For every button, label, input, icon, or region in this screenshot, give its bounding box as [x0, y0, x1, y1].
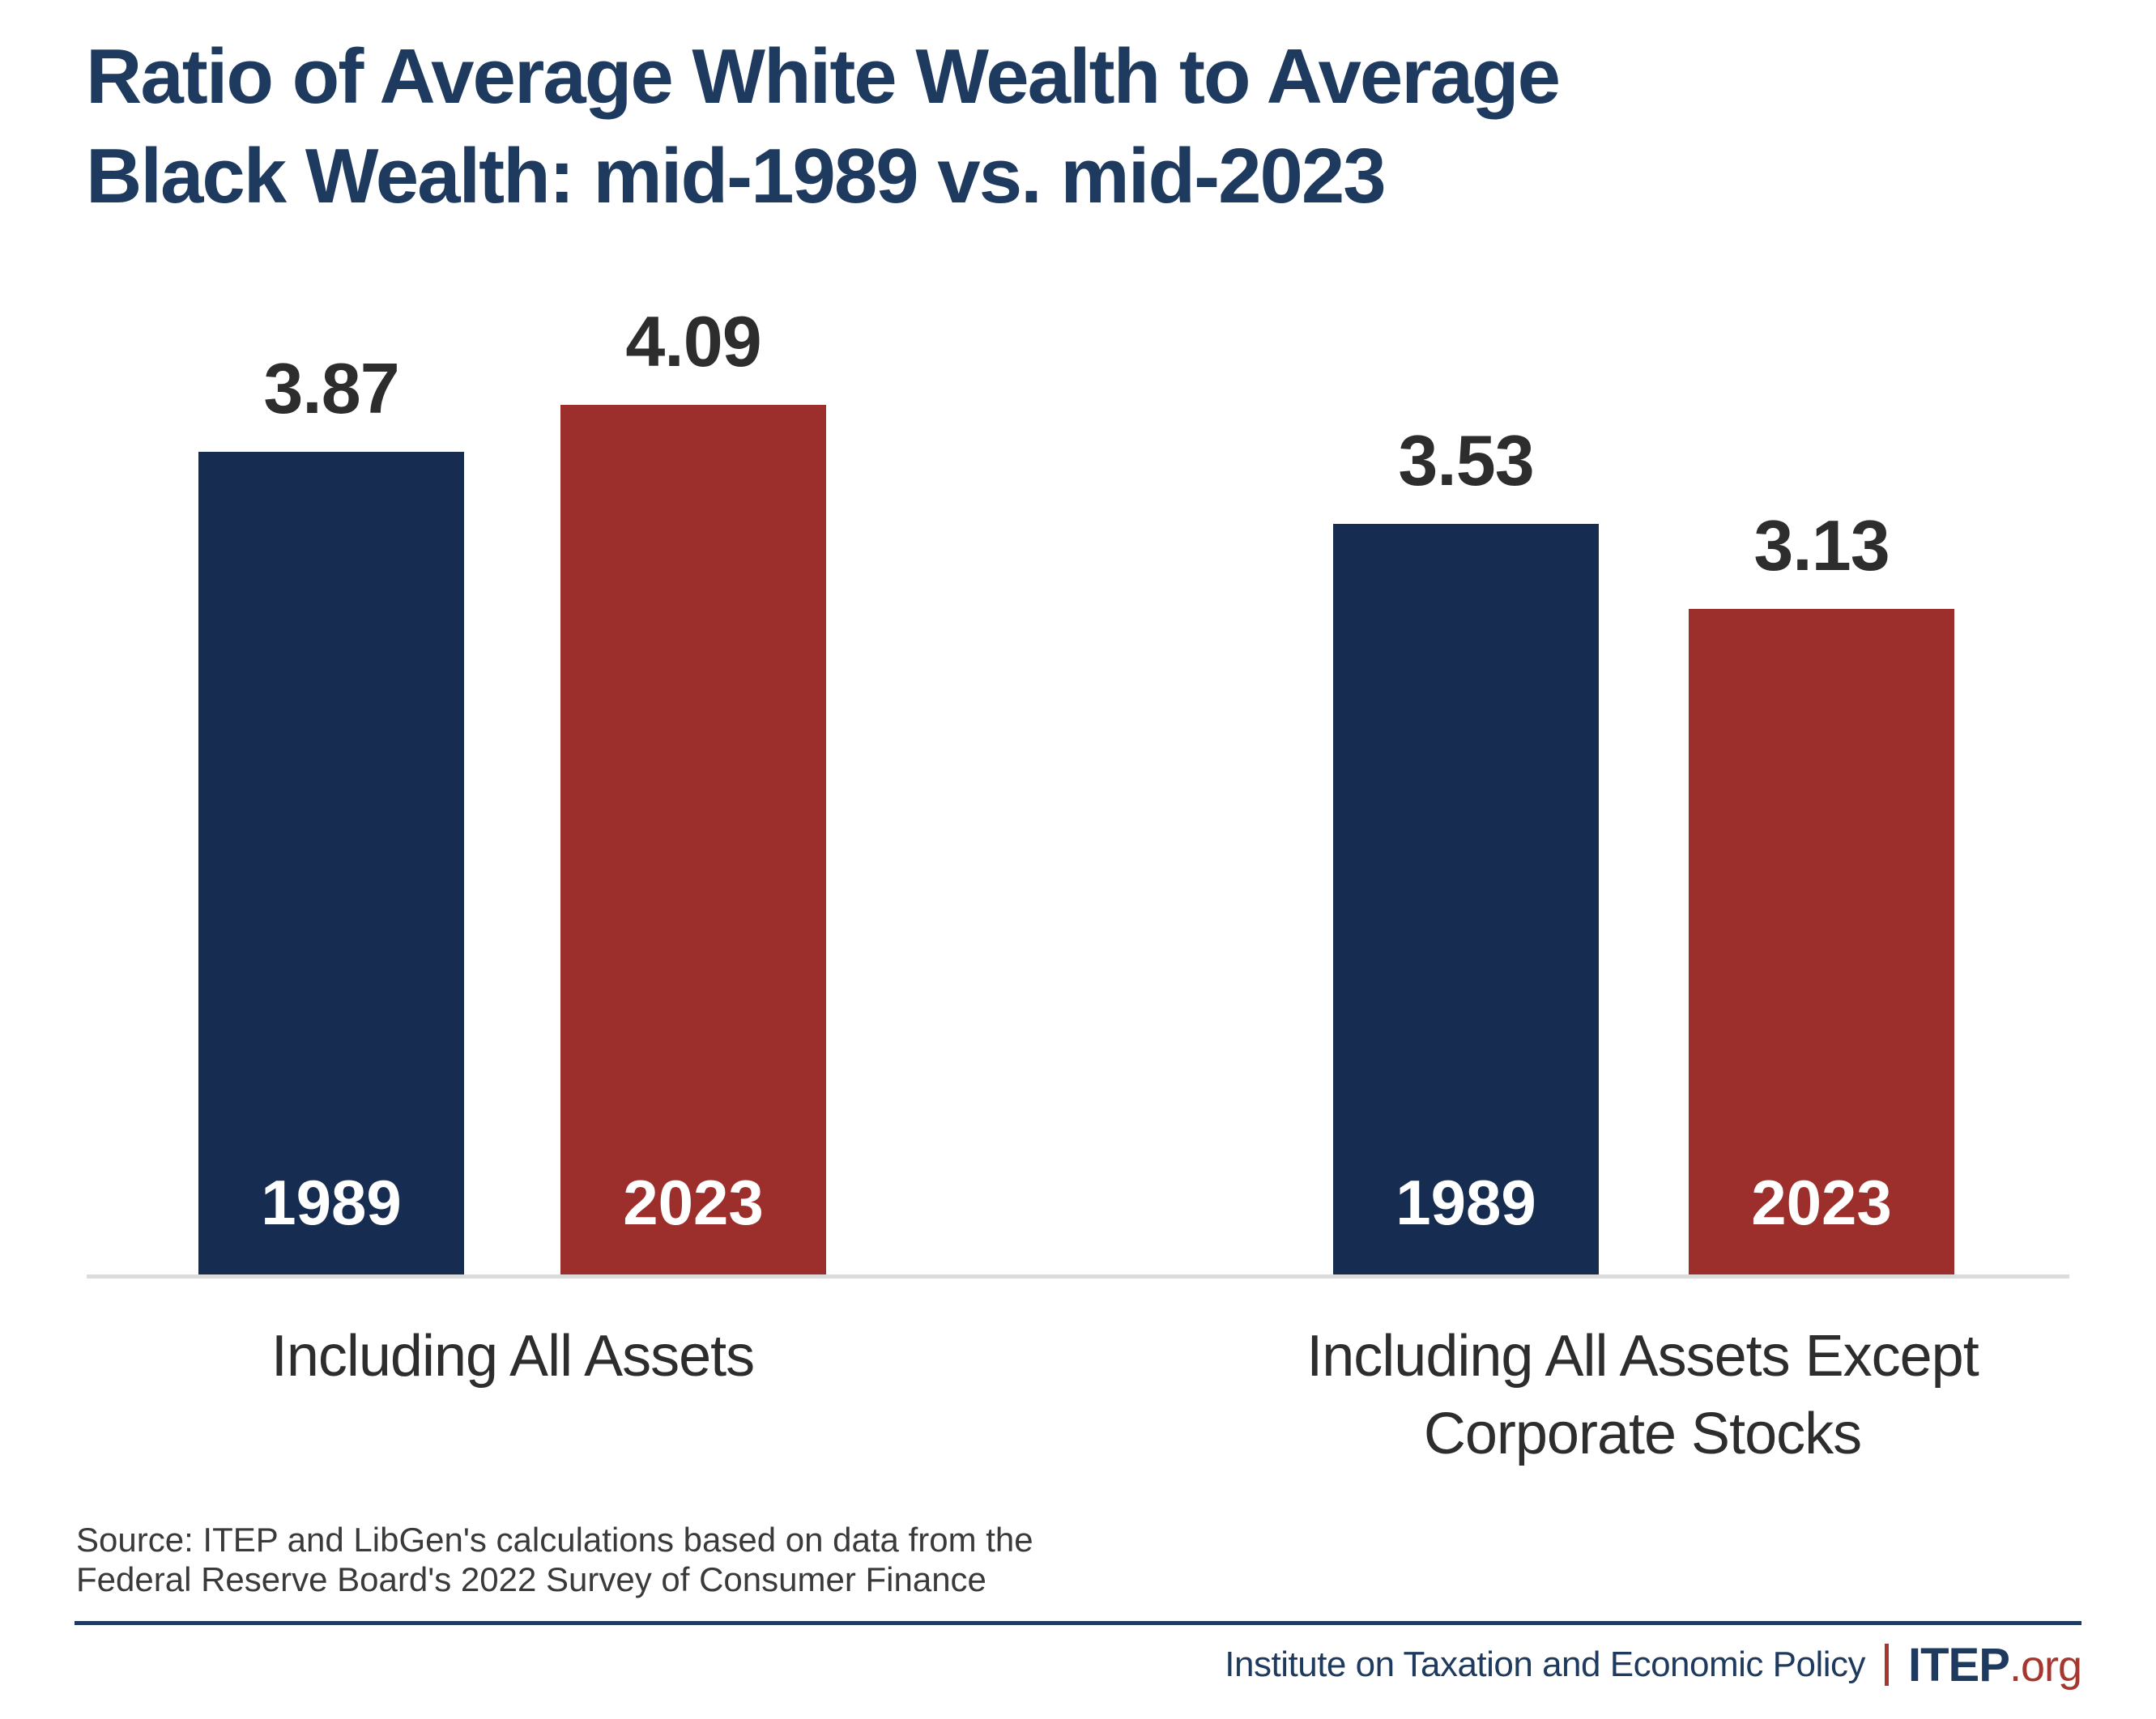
org-name-text: Institute on Taxation and Economic Polic…	[1225, 1645, 1866, 1684]
bar-value-label: 3.13	[1753, 505, 1890, 585]
chart-title: Ratio of Average White Wealth to Average…	[86, 33, 1561, 219]
bar-value-label: 4.09	[625, 301, 761, 381]
bar-column: 3.53 1989	[1333, 425, 1599, 1274]
footer: Institute on Taxation and Economic Polic…	[1225, 1638, 2082, 1692]
x-axis-baseline	[87, 1274, 2069, 1279]
bar-1989-except-stocks: 1989	[1333, 524, 1599, 1274]
source-note: Source: ITEP and LibGen's calculations b…	[76, 1521, 1033, 1598]
brand-logo: ITEP .org	[1908, 1638, 2082, 1692]
bar-2023-all-assets: 2023	[560, 405, 826, 1274]
footer-divider-line	[75, 1621, 2081, 1625]
bar-column: 4.09 2023	[560, 306, 826, 1274]
bar-value-label: 3.53	[1398, 420, 1534, 500]
bar-year-label: 1989	[261, 1167, 402, 1238]
bar-column: 3.87 1989	[198, 353, 464, 1274]
bar-1989-all-assets: 1989	[198, 452, 464, 1274]
brand-name: ITEP	[1908, 1638, 2010, 1691]
footer-separator-bar	[1885, 1644, 1890, 1686]
bar-2023-except-stocks: 2023	[1689, 609, 1954, 1274]
bar-year-label: 2023	[623, 1167, 764, 1238]
bar-year-label: 1989	[1395, 1167, 1536, 1238]
bar-chart: 3.87 1989 4.09 2023 3.53 1989 3.13 2023	[87, 306, 2069, 1279]
bar-column: 3.13 2023	[1689, 510, 1954, 1274]
brand-suffix: .org	[2009, 1641, 2082, 1691]
bar-value-label: 3.87	[263, 348, 399, 428]
group-label-except-stocks: Including All Assets Except Corporate St…	[1306, 1324, 1979, 1466]
bar-year-label: 2023	[1751, 1167, 1892, 1238]
group-label-all-assets: Including All Assets	[271, 1324, 755, 1389]
